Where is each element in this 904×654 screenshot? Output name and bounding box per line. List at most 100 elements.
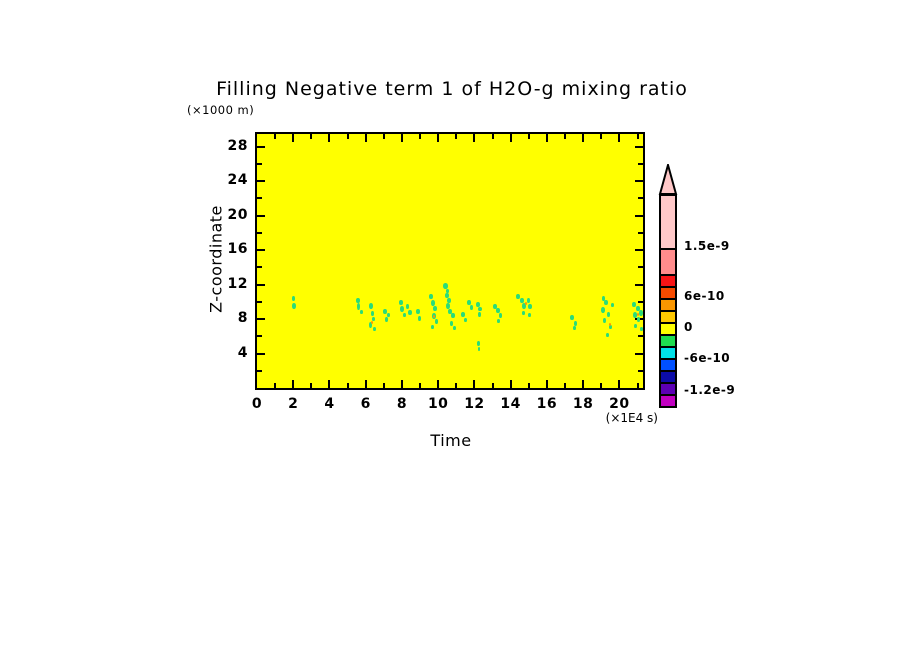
data-speckle <box>446 288 450 293</box>
data-speckle <box>402 312 406 317</box>
data-speckle <box>370 311 374 317</box>
x-tick-label: 14 <box>500 396 521 412</box>
tick-mark <box>347 383 349 388</box>
chart-title: Filling Negative term 1 of H2O-g mixing … <box>216 78 688 100</box>
tick-mark <box>257 266 262 268</box>
colorbar-label: 6e-10 <box>684 289 725 303</box>
data-speckle <box>357 303 361 311</box>
data-speckle <box>519 298 524 304</box>
tick-mark <box>635 284 643 286</box>
data-speckle <box>431 299 436 306</box>
data-speckle <box>372 327 376 332</box>
tick-mark <box>638 266 643 268</box>
tick-mark <box>292 380 294 388</box>
tick-mark <box>638 197 643 199</box>
tick-mark <box>528 383 530 388</box>
data-speckle <box>477 312 481 318</box>
tick-mark <box>257 301 262 303</box>
tick-mark <box>528 134 530 139</box>
data-speckle <box>527 312 531 317</box>
data-speckle-positive <box>608 323 611 327</box>
data-speckle <box>430 324 434 329</box>
tick-mark <box>328 380 330 388</box>
tick-mark <box>257 284 265 286</box>
data-speckle-positive <box>636 312 639 316</box>
data-speckle <box>450 320 454 326</box>
data-speckle <box>447 297 452 303</box>
data-speckle <box>611 303 614 308</box>
x-tick-label: 8 <box>396 396 408 412</box>
data-speckle <box>526 298 530 304</box>
data-speckle <box>408 310 413 316</box>
data-speckle <box>607 312 611 318</box>
data-speckle <box>522 310 526 315</box>
tick-mark <box>257 318 265 320</box>
tick-mark <box>257 370 262 372</box>
y-tick-label: 28 <box>227 137 248 154</box>
colorbar-label: 1.5e-9 <box>684 239 730 253</box>
tick-mark <box>473 380 475 388</box>
data-speckle <box>635 306 640 312</box>
data-speckle <box>527 304 532 310</box>
data-speckle <box>603 300 608 306</box>
plot-frame <box>257 134 643 388</box>
tick-mark <box>635 146 643 148</box>
tick-mark <box>582 134 584 142</box>
data-speckle <box>572 325 576 330</box>
tick-mark <box>638 232 643 234</box>
tick-mark <box>419 383 421 388</box>
tick-mark <box>455 134 457 139</box>
data-speckle-positive <box>524 301 527 305</box>
data-speckle <box>444 293 449 299</box>
colorbar-segment <box>661 358 675 370</box>
data-speckle <box>522 303 527 310</box>
tick-mark <box>635 353 643 355</box>
y-tick-label: 20 <box>227 206 248 223</box>
tick-mark <box>274 383 276 388</box>
tick-mark <box>492 134 494 139</box>
tick-mark <box>257 353 265 355</box>
data-speckle <box>460 312 465 318</box>
colorbar-label: -1.2e-9 <box>684 383 736 397</box>
data-speckle <box>601 307 606 314</box>
colorbar-label: 0 <box>684 320 693 334</box>
data-speckle <box>467 300 472 306</box>
x-tick-label: 16 <box>536 396 558 412</box>
data-speckle <box>355 297 360 303</box>
colorbar-segment <box>661 286 675 298</box>
colorbar-segment <box>661 334 675 346</box>
data-speckle <box>292 295 296 301</box>
data-speckle <box>463 317 467 322</box>
tick-mark <box>582 380 584 388</box>
tick-mark <box>600 383 602 388</box>
x-tick-label: 18 <box>572 396 594 412</box>
x-axis-title: Time <box>430 431 472 450</box>
tick-mark <box>257 197 262 199</box>
tick-mark <box>274 134 276 139</box>
data-speckle <box>608 324 612 329</box>
tick-mark <box>546 380 548 388</box>
data-speckle <box>442 283 448 290</box>
tick-mark <box>564 383 566 388</box>
data-speckle <box>470 305 474 311</box>
x-tick-label: 12 <box>464 396 485 412</box>
data-speckle <box>637 317 641 323</box>
tick-mark <box>257 335 262 337</box>
data-speckle <box>368 322 372 329</box>
tick-mark <box>310 383 312 388</box>
tick-mark <box>637 383 639 388</box>
colorbar-up-arrow-icon <box>658 164 678 195</box>
data-speckle <box>476 340 480 346</box>
data-speckle <box>478 306 483 311</box>
data-speckle <box>405 304 409 310</box>
tick-mark <box>510 134 512 142</box>
tick-mark <box>635 249 643 251</box>
data-speckle <box>603 318 607 324</box>
tick-mark <box>618 380 620 388</box>
tick-mark <box>347 134 349 139</box>
colorbar-segment <box>661 310 675 322</box>
x-tick-label: 10 <box>427 396 449 412</box>
tick-mark <box>637 134 639 139</box>
x-tick-label: 4 <box>324 396 335 412</box>
